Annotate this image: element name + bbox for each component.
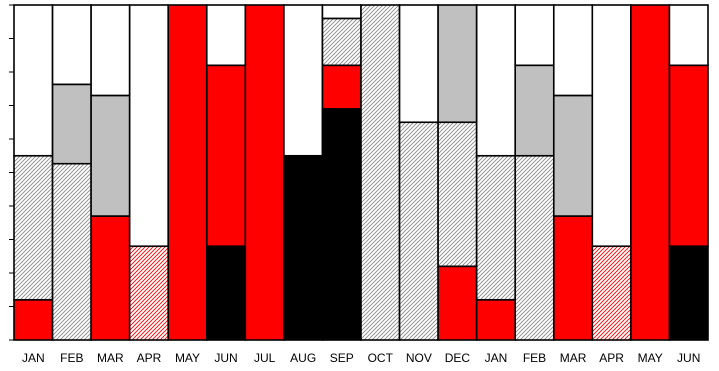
bar-0-segment-1-hatched-gray xyxy=(13,154,54,301)
bar-2-segment-0-red xyxy=(90,215,131,341)
bar-4-segment-0-red xyxy=(167,4,208,341)
bar-5-jun xyxy=(205,4,247,341)
bar-12-jan xyxy=(475,4,517,341)
x-tick-label-16: MAY xyxy=(638,351,663,365)
bar-6-segment-0-red xyxy=(244,4,285,341)
bar-3-segment-0-hatched-red xyxy=(128,245,170,341)
x-tick-label-0: JAN xyxy=(22,351,45,365)
bar-7-aug xyxy=(283,4,324,341)
x-tick-label-10: NOV xyxy=(406,351,432,365)
bar-5-segment-2-white xyxy=(205,4,247,67)
bar-1-segment-1-gray xyxy=(51,83,92,165)
bar-2-segment-1-gray xyxy=(90,94,131,217)
bar-7-segment-0-black xyxy=(283,154,324,341)
x-tick-label-17: JUN xyxy=(677,351,700,365)
x-tick-label-11: DEC xyxy=(445,351,471,365)
bar-0-segment-2-white xyxy=(13,4,54,157)
bar-10-segment-0-hatched-gray xyxy=(398,121,439,341)
bar-12-segment-0-red xyxy=(475,298,517,341)
bar-11-segment-1-hatched-gray xyxy=(437,121,478,268)
x-tick-label-14: MAR xyxy=(560,351,587,365)
bar-3-segment-1-white xyxy=(128,4,170,247)
bar-13-segment-0-hatched-gray xyxy=(514,154,555,341)
bar-13-feb xyxy=(514,4,555,341)
bar-15-segment-1-white xyxy=(591,4,632,247)
bar-17-segment-2-white xyxy=(668,4,709,67)
bar-11-segment-2-gray xyxy=(437,4,478,124)
bar-14-mar xyxy=(552,4,594,341)
bar-14-segment-0-red xyxy=(552,215,594,341)
bar-11-segment-0-red xyxy=(437,265,478,341)
bar-16-may xyxy=(630,4,671,341)
bar-14-segment-1-gray xyxy=(552,94,594,217)
bar-4-may xyxy=(167,4,208,341)
bar-13-segment-1-gray xyxy=(514,64,555,157)
bar-2-segment-2-white xyxy=(90,4,131,97)
x-tick-label-15: APR xyxy=(599,351,624,365)
bar-17-jun xyxy=(668,4,709,341)
x-tick-label-9: OCT xyxy=(368,351,394,365)
bar-9-oct xyxy=(360,4,401,341)
bar-15-segment-0-hatched-red xyxy=(591,245,632,341)
bar-17-segment-1-red xyxy=(668,64,709,247)
x-tick-label-6: JUL xyxy=(254,351,276,365)
x-tick-label-4: MAY xyxy=(175,351,200,365)
bar-8-segment-1-red xyxy=(321,64,362,110)
bar-2-mar xyxy=(90,4,131,341)
bar-8-segment-0-black xyxy=(321,108,362,341)
bars-group xyxy=(13,4,709,341)
bar-1-feb xyxy=(51,4,92,341)
bar-11-dec xyxy=(437,4,478,341)
x-tick-label-8: SEP xyxy=(330,351,354,365)
bar-15-apr xyxy=(591,4,632,341)
x-tick-label-3: APR xyxy=(137,351,162,365)
bar-8-segment-2-hatched-gray xyxy=(321,17,362,67)
bar-10-segment-1-white xyxy=(398,4,439,124)
bar-13-segment-2-white xyxy=(514,4,555,67)
bar-5-segment-1-red xyxy=(205,64,247,247)
bar-12-segment-2-white xyxy=(475,4,517,157)
bar-3-apr xyxy=(128,4,170,341)
bar-5-segment-0-black xyxy=(205,245,247,341)
bar-10-nov xyxy=(398,4,439,341)
x-tick-label-5: JUN xyxy=(214,351,237,365)
bar-9-segment-0-hatched-gray xyxy=(360,4,401,341)
x-tick-label-1: FEB xyxy=(60,351,83,365)
bar-14-segment-2-white xyxy=(552,4,594,97)
bar-7-segment-1-white xyxy=(283,4,324,157)
x-axis-labels: JAN FEB MAR APR MAY JUN JUL AUG SEP OCT NOV DEC JAN F… xyxy=(22,351,700,365)
x-tick-label-7: AUG xyxy=(290,351,316,365)
x-tick-label-13: FEB xyxy=(523,351,546,365)
x-tick-label-2: MAR xyxy=(97,351,124,365)
bar-8-segment-3-white xyxy=(321,4,362,20)
bar-16-segment-0-red xyxy=(630,4,671,341)
bar-12-segment-1-hatched-gray xyxy=(475,154,517,301)
bar-6-jul xyxy=(244,4,285,341)
bar-1-segment-0-hatched-gray xyxy=(51,162,92,341)
bar-1-segment-2-white xyxy=(51,4,92,86)
bar-8-sep xyxy=(321,4,362,341)
bar-17-segment-0-black xyxy=(668,245,709,341)
x-tick-label-12: JAN xyxy=(485,351,508,365)
bar-0-segment-0-red xyxy=(13,298,54,341)
bar-0-jan xyxy=(13,4,54,341)
